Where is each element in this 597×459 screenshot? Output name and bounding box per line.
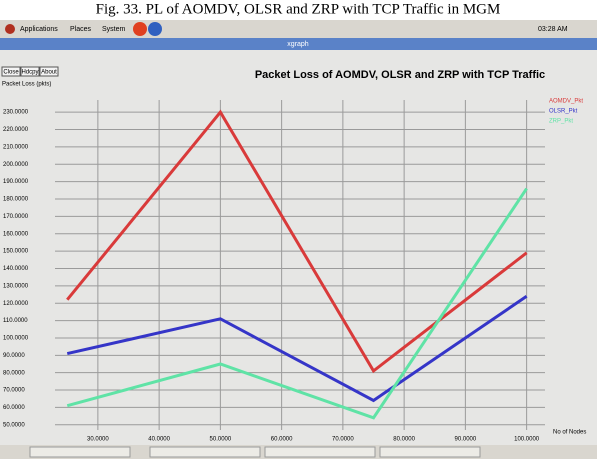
x-tick-label: 60.0000 <box>271 437 293 443</box>
y-tick-label: 180.0000 <box>3 197 29 203</box>
x-tick-label: 40.0000 <box>148 437 170 443</box>
y-tick-label: 220.0000 <box>3 127 29 133</box>
y-tick-label: 80.0000 <box>3 370 25 376</box>
x-axis-label: No of Nodes <box>553 430 586 436</box>
legend-entry: AOMDV_Pkt <box>549 99 583 105</box>
launcher-icon[interactable] <box>148 22 162 36</box>
caption: Fig. 33. PL of AOMDV, OLSR and ZRP with … <box>96 1 501 17</box>
menu[interactable]: System <box>102 26 126 33</box>
y-tick-label: 210.0000 <box>3 144 29 150</box>
y-tick-label: 130.0000 <box>3 283 29 289</box>
y-tick-label: 100.0000 <box>3 336 29 342</box>
y-tick-label: 60.0000 <box>3 405 25 411</box>
button-label[interactable]: Close <box>3 70 19 76</box>
screenshot: Fig. 33. PL of AOMDV, OLSR and ZRP with … <box>0 0 597 459</box>
clock: 03:28 AM <box>538 26 568 33</box>
y-tick-label: 110.0000 <box>3 318 28 324</box>
y-tick-label: 70.0000 <box>3 388 25 394</box>
button-label[interactable]: About <box>41 70 57 76</box>
task-button[interactable] <box>265 447 375 457</box>
legend-entry: OLSR_Pkt <box>549 109 578 115</box>
menu[interactable]: Applications <box>20 26 58 33</box>
menu[interactable]: Places <box>70 26 92 33</box>
y-tick-label: 170.0000 <box>3 214 29 220</box>
x-tick-label: 90.0000 <box>455 437 477 443</box>
y-tick-label: 230.0000 <box>3 110 29 116</box>
y-tick-label: 150.0000 <box>3 249 29 255</box>
x-tick-label: 100.0000 <box>514 437 540 443</box>
y-tick-label: 140.0000 <box>3 266 29 272</box>
window-title: xgraph <box>287 41 309 48</box>
x-tick-label: 30.0000 <box>87 437 109 443</box>
y-tick-label: 50.0000 <box>3 422 25 428</box>
y-axis-label: Packet Loss (pkts) <box>2 82 51 88</box>
chart-title: Packet Loss of AOMDV, OLSR and ZRP with … <box>255 69 545 81</box>
launcher-icon[interactable] <box>133 22 147 36</box>
page: Fig. 33. PL of AOMDV, OLSR and ZRP with … <box>0 0 597 459</box>
x-tick-label: 70.0000 <box>332 437 354 443</box>
y-tick-label: 160.0000 <box>3 231 29 237</box>
task-button[interactable] <box>380 447 480 457</box>
x-tick-label: 50.0000 <box>210 437 232 443</box>
window-body <box>0 50 597 445</box>
task-button[interactable] <box>30 447 130 457</box>
legend-entry: ZRP_Pkt <box>549 119 573 125</box>
y-tick-label: 190.0000 <box>3 179 29 185</box>
buttons: Close Hdcpy About <box>2 67 58 76</box>
y-tick-label: 90.0000 <box>3 353 25 359</box>
button-label[interactable]: Hdcpy <box>21 70 38 76</box>
task-button[interactable] <box>150 447 260 457</box>
y-tick-label: 120.0000 <box>3 301 29 307</box>
y-tick-label: 200.0000 <box>3 162 29 168</box>
menu-icon <box>5 24 15 34</box>
x-tick-label: 80.0000 <box>393 437 415 443</box>
